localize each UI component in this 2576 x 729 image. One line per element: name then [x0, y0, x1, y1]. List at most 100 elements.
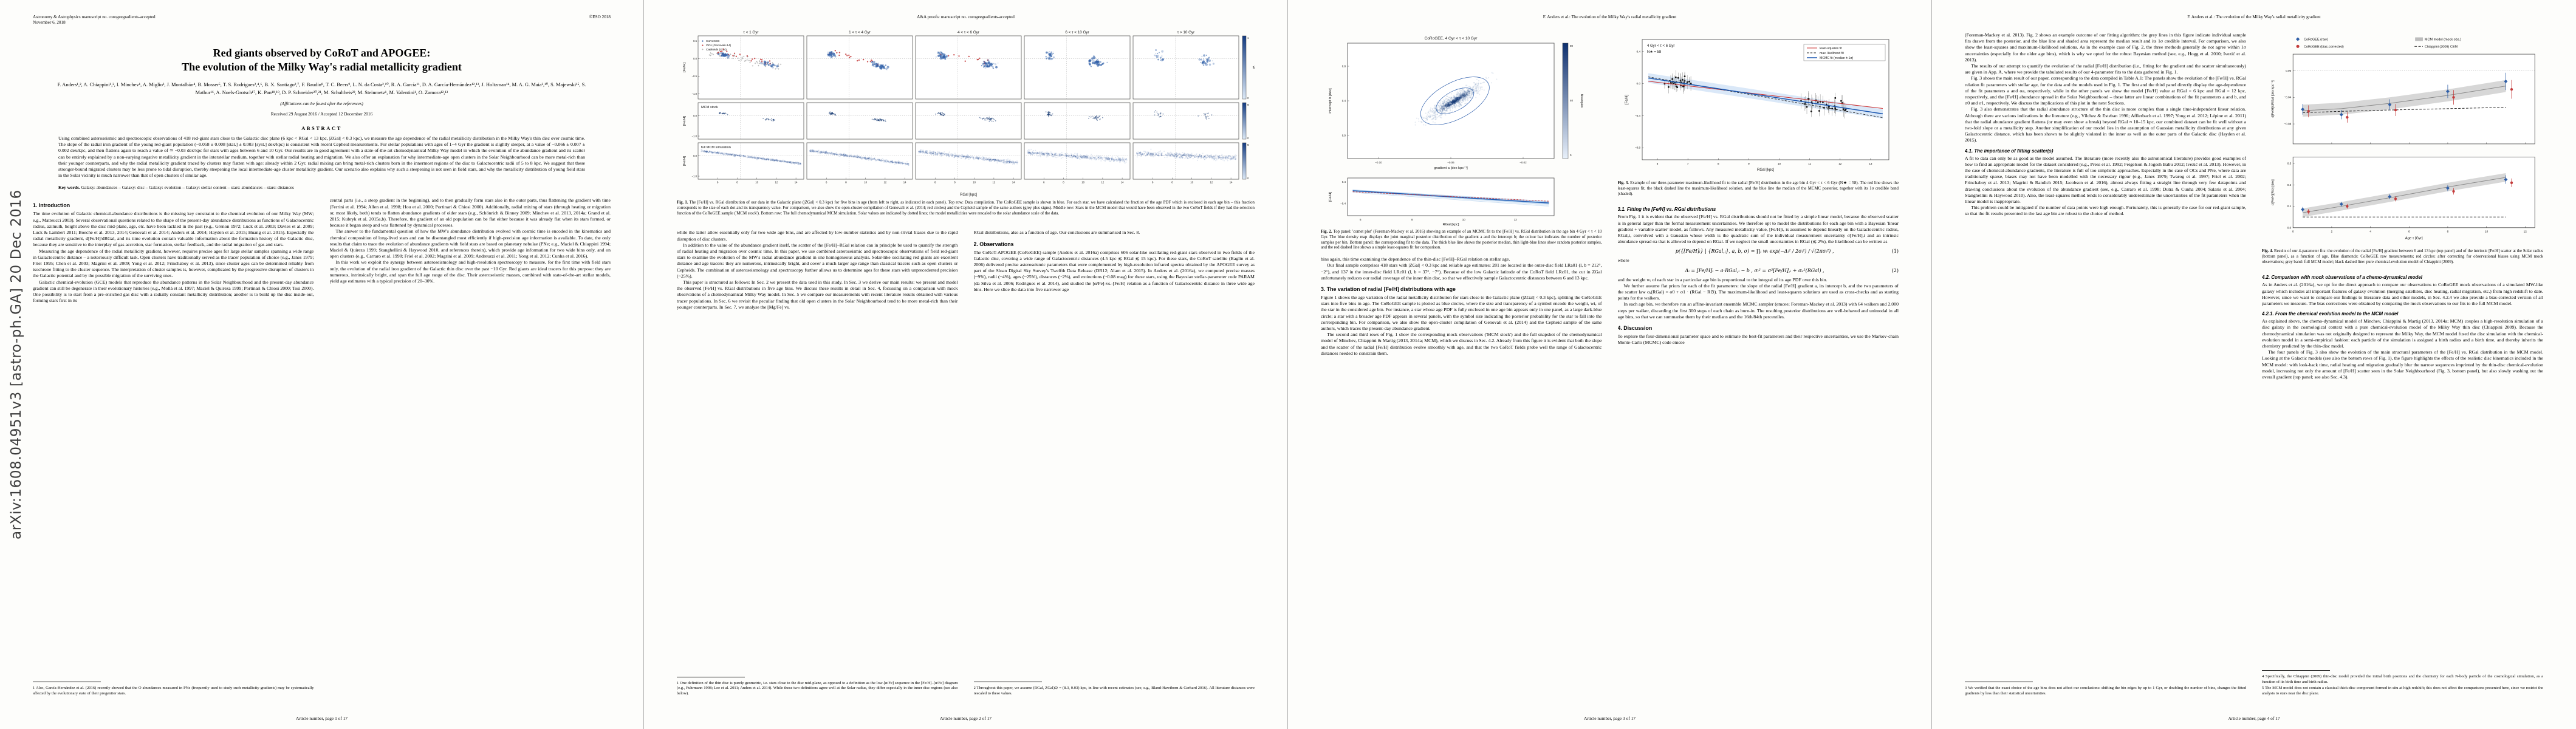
page2-right-column: RGal distributions, also as a function o…	[973, 230, 1255, 696]
fig-label: 12	[992, 181, 995, 184]
fig-label: −0.8	[1635, 146, 1641, 149]
point-cloud	[1154, 110, 1212, 120]
page2-left-column: while the latter allow essentially only …	[677, 230, 958, 696]
footnote: 2 Throughout this paper, we assume (RGal…	[973, 686, 1255, 696]
manuscript-header-left: Astronomy & Astrophysics manuscript no. …	[33, 15, 156, 26]
fig-label: −1.0	[691, 92, 697, 95]
page1-columns: 1. Introduction The time evolution of Gal…	[33, 197, 611, 696]
keywords-line: Key words. Galaxy: abundances – Galaxy: …	[58, 185, 585, 191]
keywords-text: Galaxy: abundances – Galaxy: disc – Gala…	[81, 184, 294, 190]
fig-label: 12	[1838, 162, 1842, 165]
fig-label: Chiappini (2009) CEM	[2425, 45, 2458, 49]
paragraph: Fig. 3 shows the main result of our pape…	[1965, 75, 2246, 106]
fig-label: 0.4	[1342, 180, 1346, 183]
affiliation-note: (Affiliations can be found after the ref…	[280, 100, 363, 106]
fig-label: 8	[2447, 230, 2449, 234]
fig-label: −0.10	[1375, 161, 1383, 164]
arxiv-stamp: arXiv:1608.04951v3 [astro-ph.GA] 20 Dec …	[9, 190, 24, 539]
figure-3-caption: Fig. 3. Example of our three-parameter m…	[1618, 181, 1899, 197]
eso-copyright: ©ESO 2018	[589, 15, 611, 19]
keywords-label: Key words.	[58, 184, 80, 190]
spacer	[974, 293, 1255, 682]
fig-label: 7	[1687, 162, 1689, 165]
paragraph: while the latter allow essentially only …	[677, 230, 958, 242]
figure-4-canvas: CoRoGEE (raw) CoRoGEE (bias-corrected) MCM…	[2262, 32, 2543, 246]
paper-title: Red giants observed by CoRoT and APOGEE:…	[33, 46, 611, 74]
fig-label: gradient a [dex kpc⁻¹]	[1434, 166, 1468, 170]
fig-label: [Fe/H]	[1625, 95, 1629, 105]
fig-label: −0.4	[1635, 114, 1641, 117]
fig-label: CoRoGEE	[706, 39, 719, 43]
page1-right-column-text: central parts (i.e., a steep gradient in…	[330, 197, 611, 284]
figure-3-caption-label: Fig. 3.	[1617, 181, 1629, 185]
fig-label: 0.00	[2286, 69, 2292, 73]
fig-label: OCs (Genovali+14)	[706, 44, 731, 47]
fig-label: 6	[717, 181, 719, 184]
footnote: 1 One definition of the thin disc is pur…	[677, 680, 958, 696]
paragraph: where	[1617, 258, 1629, 264]
fig-label: 8	[1411, 218, 1413, 221]
fig-label: +	[702, 48, 704, 52]
figure-3-canvas: 4 Gyr < τ < 6 Gyr N★ = 58 least-squares fi…	[1618, 32, 1899, 178]
fig-label: 1	[1247, 36, 1249, 39]
fig-label: RGal [kpc]	[1443, 223, 1459, 227]
paper-title-line2: The evolution of the Milky Way's radial …	[182, 61, 462, 74]
figure-1-caption: Fig. 1. The [Fe/H] vs. RGal distribution…	[677, 200, 1255, 216]
figure-4: CoRoGEE (raw) CoRoGEE (bias-corrected) MCM…	[2262, 32, 2543, 265]
fig-label: 0	[1247, 97, 1249, 100]
fig-label: 12	[1514, 218, 1518, 221]
fig-label: 0.0	[1342, 134, 1346, 137]
section-heading: 3. The variation of radial [Fe/H] distri…	[1321, 286, 1456, 292]
section-heading: 4. Discussion	[1617, 325, 1653, 332]
paper-title-line1: Red giants observed by CoRoT and APOGEE:	[213, 47, 431, 60]
fig-label: 0	[1570, 154, 1572, 157]
fig-label: 0.0	[693, 57, 697, 60]
page1-footer: Article number, page 1 of 17	[295, 716, 348, 721]
fig-label: −0.02	[1520, 161, 1527, 164]
page4-left-column: (Foreman-Mackey et al. 2013). Fig. 2 sho…	[1965, 32, 2246, 696]
fig-label: 14	[794, 181, 797, 184]
fig-label: 0.0	[693, 114, 697, 117]
point-cloud	[1027, 148, 1128, 164]
fig-label: −0.04	[2284, 96, 2291, 100]
fig-label: 6	[1152, 181, 1154, 184]
fig-label: 14	[903, 181, 906, 184]
paragraph: In each age bin, we therefore run an aff…	[1617, 301, 1899, 320]
equation-body: p({[Fe/H]ᵢ} | {RGal,ᵢ}, a, b, σ) = ∏ᵢ wᵢ…	[1675, 248, 1834, 255]
fig-label: 0.5	[693, 39, 697, 43]
page1-footnotes: 1 Also, García-Hernández et al. (2016) r…	[33, 682, 314, 696]
fig-label: 10	[1462, 218, 1466, 221]
paragraph: The time evolution of Galactic chemical-…	[33, 211, 314, 248]
page4-right-column: CoRoGEE (raw) CoRoGEE (bias-corrected) MCM…	[2262, 32, 2543, 696]
fig-label: 11	[1808, 162, 1811, 165]
fig-label: −0.08	[2284, 123, 2291, 126]
fig-label: 0.2	[2287, 183, 2292, 187]
section-heading: 1. Introduction	[33, 202, 70, 209]
fig-label: 6	[1360, 218, 1362, 221]
paragraph: The four panels of Fig. 3 also show the …	[2262, 349, 2543, 380]
fig-label: 10	[2485, 230, 2489, 234]
fig-label: 6 < τ < 10 Gyr	[1065, 30, 1089, 35]
page1-left-column: 1. Introduction The time evolution of Gal…	[33, 197, 314, 696]
point-cloud	[935, 51, 998, 69]
page1-header: Astronomy & Astrophysics manuscript no. …	[33, 15, 611, 26]
fig-label: 0	[2292, 230, 2294, 234]
paragraph: Measuring the age dependence of the radi…	[33, 248, 314, 279]
fig-label: [Fe/H]	[1329, 192, 1332, 202]
paragraph: Figure 1 shows the age variation of the …	[1321, 295, 1602, 332]
fig-label: CoRoGEE, 4 Gyr < τ < 10 Gyr	[1425, 36, 1478, 41]
fig-label: wi	[1252, 66, 1255, 69]
page2-right-column-text: RGal distributions, also as a function o…	[974, 230, 1255, 293]
spacer	[1965, 217, 2246, 682]
figure-1-canvas: τ < 1 Gyr 0.5 0.0 −0.5 −1.0 [Fe/H] 0.0 −1.0 [Fe/…	[677, 27, 1255, 197]
paragraph: In this work we exploit the synergy betw…	[329, 259, 611, 284]
subsection-heading: 4.1. The importance of fitting scatter(s…	[1965, 148, 2054, 154]
paragraph: Our final sample comprises 418 stars wit…	[1321, 262, 1602, 281]
fig-label: 10	[864, 181, 867, 184]
section-heading: 2. Observations	[973, 241, 1014, 247]
page3-columns: CoRoGEE, 4 Gyr < τ < 10 Gyr −0.10 −0.06 −0.…	[1321, 32, 1899, 696]
paragraph: This problem could be mitigated if the n…	[1965, 205, 2246, 217]
page4-right-footnotes: 4 Specifically, the Chiappini (2009) thi…	[2262, 670, 2543, 696]
figure-1-caption-text: The [Fe/H] vs. RGal distribution of our …	[677, 200, 1255, 216]
spacer	[33, 304, 314, 682]
